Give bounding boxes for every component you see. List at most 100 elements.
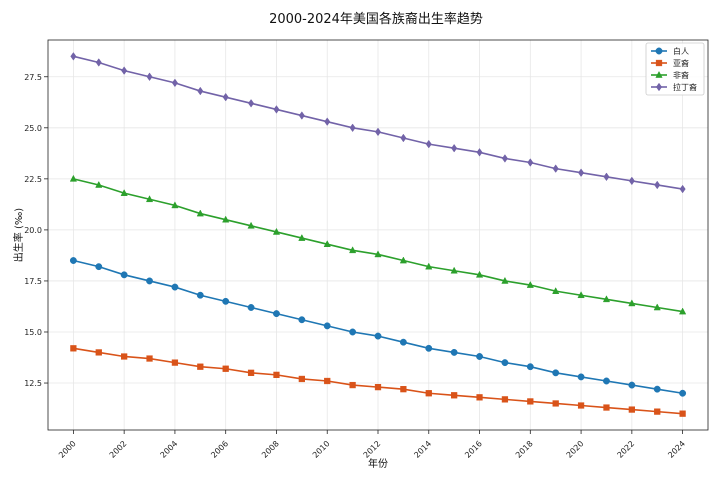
data-point: [70, 52, 77, 61]
data-point: [247, 369, 255, 376]
legend-marker: [655, 70, 663, 78]
y-tick-label: 15.0: [24, 328, 42, 337]
data-point: [425, 139, 432, 149]
series-2: [70, 345, 686, 417]
data-point: [602, 295, 611, 303]
data-point: [247, 221, 255, 229]
data-point: [145, 195, 154, 203]
data-point: [222, 365, 229, 372]
data-point: [399, 338, 407, 346]
y-tick-label: 12.5: [24, 379, 42, 388]
data-point: [628, 406, 635, 413]
data-point: [121, 353, 128, 360]
x-tick-label: 2018: [514, 439, 535, 460]
x-tick-label: 2000: [57, 439, 78, 460]
legend-label: 非裔: [673, 70, 689, 80]
data-point: [298, 234, 306, 241]
data-point: [400, 386, 407, 393]
data-point: [272, 227, 281, 235]
x-tick-label: 2020: [565, 439, 586, 460]
data-point: [577, 291, 585, 299]
y-tick-label: 22.5: [24, 175, 42, 184]
data-point: [324, 377, 331, 385]
data-point: [450, 348, 458, 356]
x-axis: 2000 2002 2004 2006 2008 2010 2012 2014 2016 2018…: [57, 430, 687, 460]
data-point: [146, 72, 153, 82]
data-point: [222, 92, 229, 102]
data-point: [374, 127, 382, 137]
data-point: [323, 240, 331, 247]
x-tick-label: 2016: [463, 439, 484, 460]
x-tick-label: 2014: [412, 439, 433, 460]
data-point: [399, 256, 407, 264]
data-point: [323, 322, 331, 330]
data-point: [526, 363, 534, 371]
data-point: [578, 168, 585, 177]
y-tick-label: 25.0: [24, 124, 42, 133]
data-point: [400, 133, 407, 143]
data-point: [349, 381, 356, 389]
data-point: [120, 271, 128, 279]
data-point: [679, 389, 687, 397]
data-point: [501, 276, 509, 284]
series-4: [70, 52, 686, 194]
data-point: [273, 105, 280, 114]
data-point: [196, 291, 204, 299]
data-point: [451, 392, 458, 399]
x-tick-label: 2006: [209, 439, 230, 460]
y-axis-label: 出生率 (‰): [12, 208, 25, 262]
data-point: [603, 172, 610, 182]
legend-box: [645, 42, 705, 96]
data-point: [679, 410, 686, 417]
data-point: [121, 66, 128, 75]
data-point: [298, 375, 305, 383]
data-point: [324, 117, 331, 126]
data-point: [527, 158, 534, 167]
y-axis: 12.5 15.0 17.5 20.0 22.5 25.0 27.5: [24, 73, 48, 388]
legend-entry: 亚裔: [651, 58, 689, 68]
data-point: [222, 215, 230, 223]
x-tick-label: 2024: [666, 439, 687, 460]
data-point: [171, 359, 179, 366]
x-tick-label: 2012: [362, 439, 383, 460]
data-point: [476, 353, 483, 360]
data-point: [552, 164, 559, 173]
y-tick-label: 17.5: [24, 277, 42, 286]
legend-entry: 非裔: [651, 70, 689, 80]
data-point: [501, 396, 509, 403]
data-point: [654, 180, 661, 190]
data-point: [603, 377, 610, 385]
y-tick-label: 20.0: [24, 226, 42, 235]
data-point: [552, 369, 560, 377]
series-layer: [69, 52, 687, 417]
data-point: [146, 277, 153, 285]
data-point: [95, 263, 103, 271]
x-tick-label: 2002: [108, 439, 129, 460]
data-point: [577, 402, 585, 409]
data-point: [197, 86, 204, 96]
data-point: [374, 383, 382, 391]
data-point: [527, 398, 534, 405]
data-point: [476, 394, 483, 401]
legend-marker: [655, 59, 663, 67]
data-point: [374, 250, 382, 258]
data-point: [501, 154, 508, 163]
legend-label: 白人: [673, 46, 689, 56]
data-point: [222, 297, 230, 305]
data-point: [476, 148, 483, 157]
data-point: [69, 257, 77, 264]
data-point: [628, 176, 635, 186]
data-point: [349, 246, 357, 254]
data-point: [425, 262, 433, 270]
data-point: [298, 111, 305, 120]
data-point: [526, 280, 534, 288]
y-tick-label: 27.5: [24, 73, 42, 82]
legend-label: 拉丁裔: [673, 82, 697, 92]
data-point: [70, 345, 77, 352]
legend-entry: 白人: [651, 46, 689, 56]
data-point: [95, 349, 102, 356]
data-point: [69, 174, 77, 182]
data-point: [450, 266, 458, 274]
